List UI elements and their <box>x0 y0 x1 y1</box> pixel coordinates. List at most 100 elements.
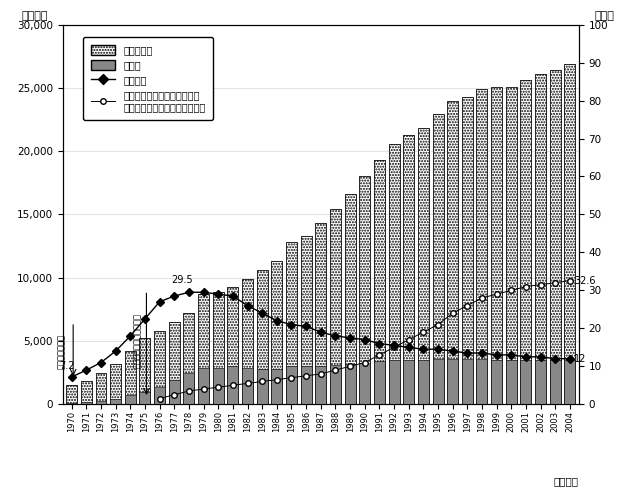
Bar <box>213 292 224 404</box>
Bar <box>66 403 77 404</box>
Bar <box>198 294 209 404</box>
Bar <box>477 89 487 404</box>
Bar <box>564 64 576 404</box>
Text: （億円）: （億円） <box>21 11 48 21</box>
Text: 私立学校振興助成法成立: 私立学校振興助成法成立 <box>133 314 142 368</box>
Text: （％）: （％） <box>595 11 615 21</box>
Bar <box>81 382 92 404</box>
Bar <box>227 286 238 404</box>
Bar <box>184 313 194 404</box>
Bar <box>198 294 209 404</box>
Bar <box>447 101 458 404</box>
Bar <box>520 80 532 404</box>
Bar <box>257 270 268 404</box>
Bar <box>374 361 385 404</box>
Bar <box>359 176 370 404</box>
Bar <box>184 373 194 404</box>
Bar <box>286 242 297 404</box>
Bar <box>96 373 106 404</box>
Bar <box>374 160 385 404</box>
Bar <box>550 70 560 404</box>
Bar <box>315 366 326 404</box>
Bar <box>227 366 238 404</box>
Bar <box>96 373 106 404</box>
Bar <box>564 64 576 404</box>
Bar <box>315 223 326 404</box>
Bar <box>169 322 180 404</box>
Bar <box>96 401 106 404</box>
Bar <box>535 74 546 404</box>
Bar <box>535 74 546 404</box>
Text: 29.5: 29.5 <box>171 276 192 285</box>
Bar <box>520 360 532 404</box>
Bar <box>389 143 399 404</box>
Bar <box>535 360 546 404</box>
Text: 7.2: 7.2 <box>60 361 75 371</box>
Bar <box>359 362 370 404</box>
Bar <box>213 292 224 404</box>
Bar <box>301 236 311 404</box>
Bar <box>418 128 429 404</box>
Bar <box>520 80 532 404</box>
Bar <box>506 87 517 404</box>
Bar <box>66 386 77 404</box>
Text: 12: 12 <box>574 353 587 364</box>
Bar <box>81 402 92 404</box>
Bar <box>154 387 165 404</box>
Bar <box>271 261 282 404</box>
Bar <box>550 70 560 404</box>
Bar <box>506 87 517 404</box>
Bar <box>403 135 415 404</box>
Bar <box>330 210 341 404</box>
Bar <box>198 368 209 404</box>
Bar <box>110 364 121 404</box>
Bar <box>213 368 224 404</box>
Bar <box>271 261 282 404</box>
Bar <box>506 360 517 404</box>
Bar <box>286 242 297 404</box>
Bar <box>433 114 443 404</box>
Bar <box>140 391 150 404</box>
Text: 32.6: 32.6 <box>574 276 596 285</box>
Bar <box>154 331 165 404</box>
Bar <box>433 359 443 404</box>
Bar <box>345 364 355 404</box>
Bar <box>564 360 576 404</box>
Bar <box>418 360 429 404</box>
Bar <box>242 279 253 404</box>
Bar <box>418 128 429 404</box>
Text: （年度）: （年度） <box>554 476 579 487</box>
Bar <box>403 360 415 404</box>
Text: 補助金制度創設: 補助金制度創設 <box>57 334 66 369</box>
Bar <box>140 339 150 404</box>
Bar <box>125 351 136 404</box>
Bar <box>110 364 121 404</box>
Bar <box>184 313 194 404</box>
Bar <box>110 399 121 404</box>
Bar <box>257 270 268 404</box>
Bar <box>169 380 180 404</box>
Bar <box>374 160 385 404</box>
Bar <box>315 223 326 404</box>
Bar <box>286 366 297 404</box>
Bar <box>433 114 443 404</box>
Bar <box>359 176 370 404</box>
Bar <box>125 395 136 404</box>
Bar <box>154 331 165 404</box>
Bar <box>403 135 415 404</box>
Bar <box>491 87 502 404</box>
Bar <box>447 101 458 404</box>
Bar <box>491 360 502 404</box>
Bar <box>301 236 311 404</box>
Bar <box>462 97 473 404</box>
Bar <box>491 87 502 404</box>
Bar <box>81 382 92 404</box>
Bar <box>462 97 473 404</box>
Bar <box>242 279 253 404</box>
Bar <box>242 368 253 404</box>
Bar <box>125 351 136 404</box>
Bar <box>227 286 238 404</box>
Bar <box>462 359 473 404</box>
Bar <box>345 194 355 404</box>
Bar <box>389 143 399 404</box>
